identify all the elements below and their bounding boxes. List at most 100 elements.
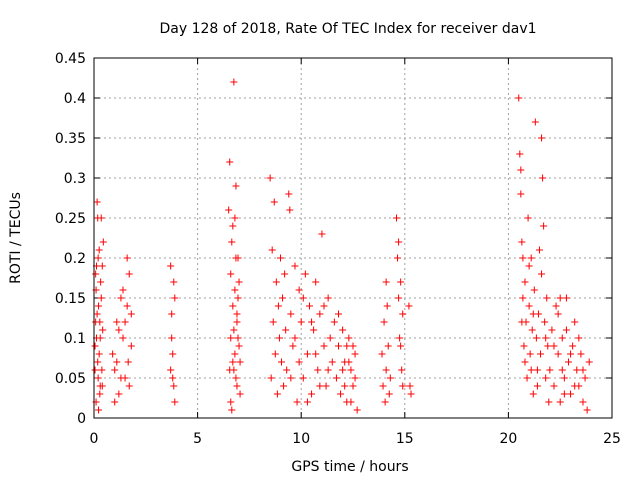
data-point bbox=[269, 318, 277, 326]
data-point bbox=[382, 366, 390, 374]
data-point bbox=[560, 390, 568, 398]
data-point bbox=[235, 278, 243, 286]
y-tick-label: 0 bbox=[77, 411, 86, 427]
data-point bbox=[406, 382, 414, 390]
data-point bbox=[519, 254, 527, 262]
data-point bbox=[233, 310, 241, 318]
data-point bbox=[538, 134, 546, 142]
data-point bbox=[316, 310, 324, 318]
data-point bbox=[378, 350, 386, 358]
data-point bbox=[517, 166, 525, 174]
data-point bbox=[324, 294, 332, 302]
data-point bbox=[521, 278, 529, 286]
data-point bbox=[397, 278, 405, 286]
data-point bbox=[334, 310, 342, 318]
data-point bbox=[301, 270, 309, 278]
data-point bbox=[270, 198, 278, 206]
data-point bbox=[291, 334, 299, 342]
data-point bbox=[395, 238, 403, 246]
data-point bbox=[396, 334, 404, 342]
data-point bbox=[231, 214, 239, 222]
data-point bbox=[99, 326, 107, 334]
data-point bbox=[308, 318, 316, 326]
data-point bbox=[287, 374, 295, 382]
data-point bbox=[558, 366, 566, 374]
data-point bbox=[268, 246, 276, 254]
data-point bbox=[113, 318, 121, 326]
data-point bbox=[347, 366, 355, 374]
data-point bbox=[542, 374, 550, 382]
y-tick-label: 0.35 bbox=[55, 131, 86, 147]
data-point bbox=[564, 358, 572, 366]
data-point bbox=[96, 318, 104, 326]
data-point bbox=[571, 382, 579, 390]
data-point bbox=[227, 270, 235, 278]
data-point bbox=[279, 294, 287, 302]
grid-layer bbox=[94, 58, 612, 418]
x-tick-label: 15 bbox=[396, 431, 414, 447]
data-point bbox=[228, 406, 236, 414]
data-point bbox=[281, 270, 289, 278]
data-point bbox=[272, 278, 280, 286]
data-point bbox=[93, 198, 101, 206]
data-point bbox=[94, 254, 102, 262]
data-point bbox=[334, 342, 342, 350]
data-point bbox=[125, 382, 133, 390]
data-point bbox=[308, 390, 316, 398]
data-point bbox=[267, 374, 275, 382]
data-point bbox=[266, 174, 274, 182]
data-point bbox=[91, 366, 99, 374]
data-point bbox=[113, 358, 121, 366]
data-point bbox=[529, 390, 537, 398]
data-point bbox=[287, 310, 295, 318]
data-point bbox=[380, 318, 388, 326]
ticks-layer: 0 0.05 0.1 0.15 0.2 0.25 0.3 0.35 0.4 0.45 0 5 10 15 2… bbox=[55, 51, 621, 447]
data-point bbox=[312, 278, 320, 286]
data-point bbox=[119, 286, 127, 294]
data-point bbox=[550, 382, 558, 390]
data-point bbox=[227, 398, 235, 406]
data-point bbox=[121, 318, 129, 326]
data-point bbox=[562, 326, 570, 334]
data-point bbox=[560, 374, 568, 382]
data-point bbox=[324, 366, 332, 374]
data-point bbox=[312, 350, 320, 358]
data-point bbox=[579, 398, 587, 406]
data-point bbox=[530, 286, 538, 294]
data-point bbox=[231, 350, 239, 358]
data-point bbox=[169, 350, 177, 358]
data-point bbox=[111, 398, 119, 406]
data-point bbox=[379, 382, 387, 390]
data-point bbox=[382, 278, 390, 286]
data-point bbox=[314, 366, 322, 374]
data-point bbox=[543, 294, 551, 302]
y-tick-label: 0.1 bbox=[64, 331, 86, 347]
data-point bbox=[381, 398, 389, 406]
data-point bbox=[97, 278, 105, 286]
data-point bbox=[229, 302, 237, 310]
data-point bbox=[542, 334, 550, 342]
chart-title: Day 128 of 2018, Rate Of TEC Index for r… bbox=[159, 21, 536, 37]
data-point bbox=[540, 222, 548, 230]
data-point bbox=[117, 374, 125, 382]
data-point bbox=[339, 326, 347, 334]
data-point bbox=[320, 342, 328, 350]
data-point bbox=[405, 302, 413, 310]
data-point bbox=[229, 358, 237, 366]
data-point bbox=[539, 174, 547, 182]
data-point bbox=[532, 334, 540, 342]
data-point bbox=[230, 366, 238, 374]
data-point bbox=[127, 342, 135, 350]
data-point bbox=[554, 350, 562, 358]
data-point bbox=[316, 382, 324, 390]
data-point bbox=[577, 350, 585, 358]
data-point bbox=[407, 390, 415, 398]
data-point bbox=[353, 406, 361, 414]
data-point bbox=[119, 334, 127, 342]
y-tick-label: 0.05 bbox=[55, 371, 86, 387]
data-point bbox=[318, 230, 326, 238]
y-tick-label: 0.25 bbox=[55, 211, 86, 227]
data-point bbox=[518, 238, 526, 246]
data-point bbox=[517, 190, 525, 198]
